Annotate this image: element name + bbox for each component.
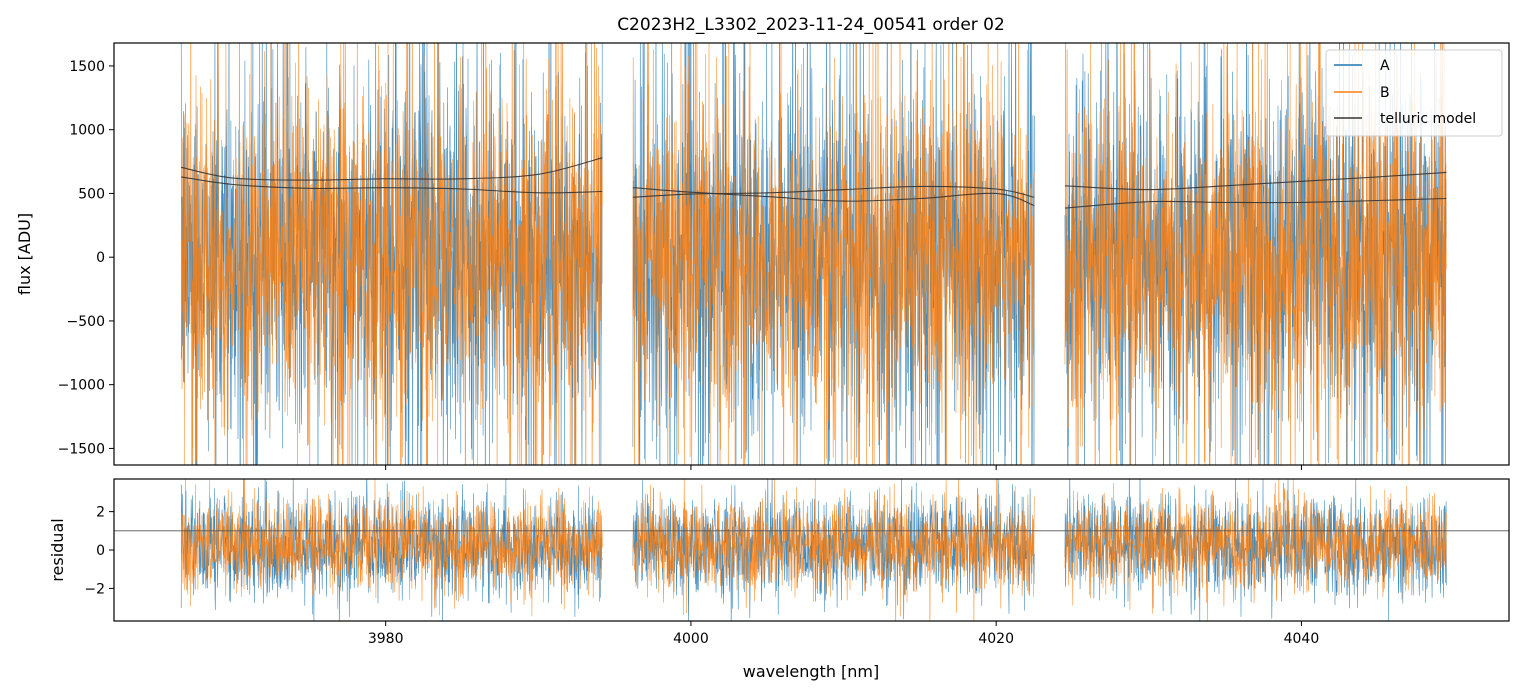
- residual-x-tick-label-2: 4020: [978, 631, 1014, 647]
- legend-label-b: B: [1380, 85, 1390, 101]
- legend-label-telluric: telluric model: [1380, 111, 1476, 127]
- flux-panel-frame: [113, 42, 1510, 466]
- legend: A B telluric model: [1325, 49, 1503, 137]
- flux-y-tick-label-4: 500: [78, 186, 105, 202]
- bot-series-b-segment-1: [180, 479, 603, 617]
- telluric-model-curve-1: [181, 157, 603, 181]
- residual-x-tick-label-1: 4000: [673, 631, 709, 647]
- residual-y-tick-label-2: 2: [96, 505, 105, 521]
- flux-y-tick-label-3: 0: [96, 250, 105, 266]
- residual-y-ticks: −2 0 2: [84, 505, 114, 597]
- bot-series-a-segment-2: [632, 479, 1035, 621]
- residual-y-tick-label-0: −2: [84, 581, 105, 597]
- telluric-model-curve-4: [632, 185, 1035, 198]
- legend-box: [1325, 49, 1503, 137]
- flux-y-tick-label-0: −1500: [58, 441, 105, 457]
- flux-x-ticks: [385, 465, 1302, 470]
- x-axis-label: wavelength [nm]: [743, 662, 880, 681]
- chart-title: C2023H2_L3302_2023-11-24_00541 order 02: [617, 15, 1005, 35]
- residual-plot-area: [114, 479, 1509, 621]
- residual-x-ticks: 3980 4000 4020 4040: [368, 621, 1319, 647]
- residual-x-tick-label-0: 3980: [368, 631, 404, 647]
- flux-plot-area: [180, 43, 1447, 465]
- legend-label-a: A: [1380, 58, 1390, 74]
- residual-y-tick-label-1: 0: [96, 543, 105, 559]
- flux-y-axis-label: flux [ADU]: [15, 213, 34, 295]
- top-series-b-segment-2: [632, 43, 1035, 465]
- flux-y-tick-label-5: 1000: [69, 123, 105, 139]
- telluric-model-curve-5: [1064, 171, 1447, 191]
- telluric-model-curve-2: [181, 176, 603, 194]
- flux-y-ticks: −1500 −1000 −500 0 500 1000 1500: [58, 59, 114, 457]
- flux-y-tick-label-1: −1000: [58, 378, 105, 394]
- residual-panel: −2 0 2 3980 4000 4020 4040 residual wavelengt…: [48, 478, 1510, 681]
- residual-y-axis-label: residual: [48, 518, 67, 581]
- top-series-b-segment-3: [1064, 43, 1447, 465]
- flux-y-tick-label-6: 1500: [69, 59, 105, 75]
- telluric-model-curve-6: [1064, 197, 1447, 209]
- flux-panel: −1500 −1000 −500 0 500 1000 1500 flux [ADU] A …: [15, 42, 1510, 470]
- telluric-model-curve-3: [632, 187, 1035, 207]
- bot-series-b-segment-2: [632, 479, 1035, 621]
- bot-series-b-segment-3: [1064, 479, 1447, 621]
- flux-y-tick-label-2: −500: [67, 314, 105, 330]
- residual-x-tick-label-3: 4040: [1284, 631, 1320, 647]
